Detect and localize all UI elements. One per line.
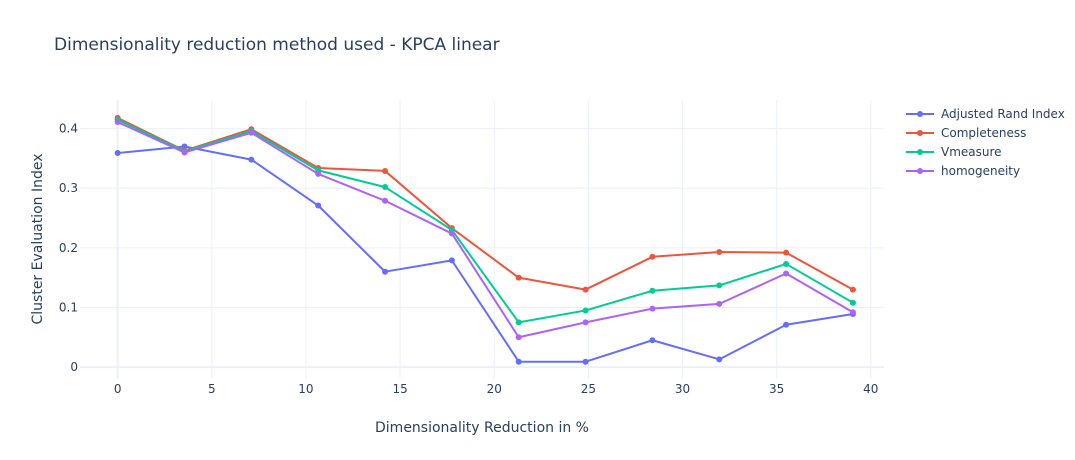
data-point — [382, 268, 389, 275]
x-gridlines — [116, 100, 872, 379]
data-point — [783, 270, 790, 277]
series-line-4 — [117, 121, 854, 339]
data-point — [783, 249, 790, 256]
x-axis-ticks: 0 5 10 15 20 25 30 35 40 — [114, 382, 879, 396]
data-point — [448, 230, 455, 237]
y-tick-label: 0.3 — [59, 181, 78, 195]
data-point — [515, 274, 522, 281]
x-tick-label: 30 — [675, 382, 690, 396]
data-point — [582, 307, 589, 314]
y-tick-label: 0.1 — [59, 300, 78, 314]
data-point — [849, 286, 856, 293]
x-tick-label: 5 — [208, 382, 216, 396]
data-point — [248, 156, 255, 163]
x-tick-label: 15 — [392, 382, 407, 396]
legend-swatch-marker — [917, 130, 923, 136]
data-point — [849, 309, 856, 316]
data-point — [448, 257, 455, 264]
legend-item: Adjusted Rand Index — [906, 107, 1065, 121]
legend: Adjusted Rand Index Completeness Vmeasure h… — [906, 107, 1065, 178]
legend-label: Vmeasure — [941, 145, 1002, 159]
data-point — [315, 170, 322, 177]
chart-title: Dimensionality reduction method used - K… — [54, 35, 500, 55]
legend-item: homogeneity — [906, 164, 1020, 178]
data-point — [315, 202, 322, 209]
data-point — [716, 356, 723, 363]
legend-swatch-marker — [917, 111, 923, 117]
data-point — [716, 300, 723, 307]
legend-swatch-marker — [917, 168, 923, 174]
data-point — [382, 184, 389, 191]
data-point — [515, 319, 522, 326]
data-point — [783, 260, 790, 267]
plot-area — [80, 100, 884, 379]
y-axis-title: Cluster Evaluation Index — [30, 153, 46, 324]
y-tick-label: 0 — [70, 360, 78, 374]
y-gridlines — [80, 128, 884, 369]
data-point — [382, 197, 389, 204]
legend-item: Completeness — [906, 126, 1026, 140]
x-tick-label: 10 — [298, 382, 313, 396]
data-point — [382, 167, 389, 174]
data-point — [649, 305, 656, 312]
data-point — [181, 143, 188, 150]
data-point — [582, 358, 589, 365]
data-point — [515, 334, 522, 341]
data-point — [181, 149, 188, 156]
y-tick-label: 0.2 — [59, 241, 78, 255]
data-point — [783, 321, 790, 328]
data-point — [649, 337, 656, 344]
series-line-2 — [117, 116, 854, 291]
y-tick-label: 0.4 — [59, 122, 78, 136]
data-point — [716, 249, 723, 256]
legend-label: Adjusted Rand Index — [941, 107, 1065, 121]
x-tick-label: 40 — [863, 382, 878, 396]
series-line-3 — [117, 118, 854, 324]
legend-item: Vmeasure — [906, 145, 1002, 159]
data-point — [849, 299, 856, 306]
data-point — [114, 150, 121, 157]
data-point — [649, 253, 656, 260]
y-axis-ticks: 0 0.1 0.2 0.3 0.4 — [59, 122, 78, 374]
legend-label: Completeness — [941, 126, 1026, 140]
data-point — [582, 286, 589, 293]
data-point — [114, 119, 121, 126]
x-tick-label: 20 — [487, 382, 502, 396]
data-point — [716, 282, 723, 289]
x-tick-label: 35 — [769, 382, 784, 396]
data-point — [582, 319, 589, 326]
x-tick-label: 25 — [581, 382, 596, 396]
x-tick-label: 0 — [114, 382, 122, 396]
x-axis-title: Dimensionality Reduction in % — [375, 420, 589, 436]
legend-label: homogeneity — [941, 164, 1020, 178]
data-point — [649, 287, 656, 294]
series-group — [114, 114, 856, 365]
series-line-1 — [117, 145, 854, 363]
legend-swatch-marker — [917, 149, 923, 155]
data-point — [248, 129, 255, 136]
data-point — [515, 358, 522, 365]
